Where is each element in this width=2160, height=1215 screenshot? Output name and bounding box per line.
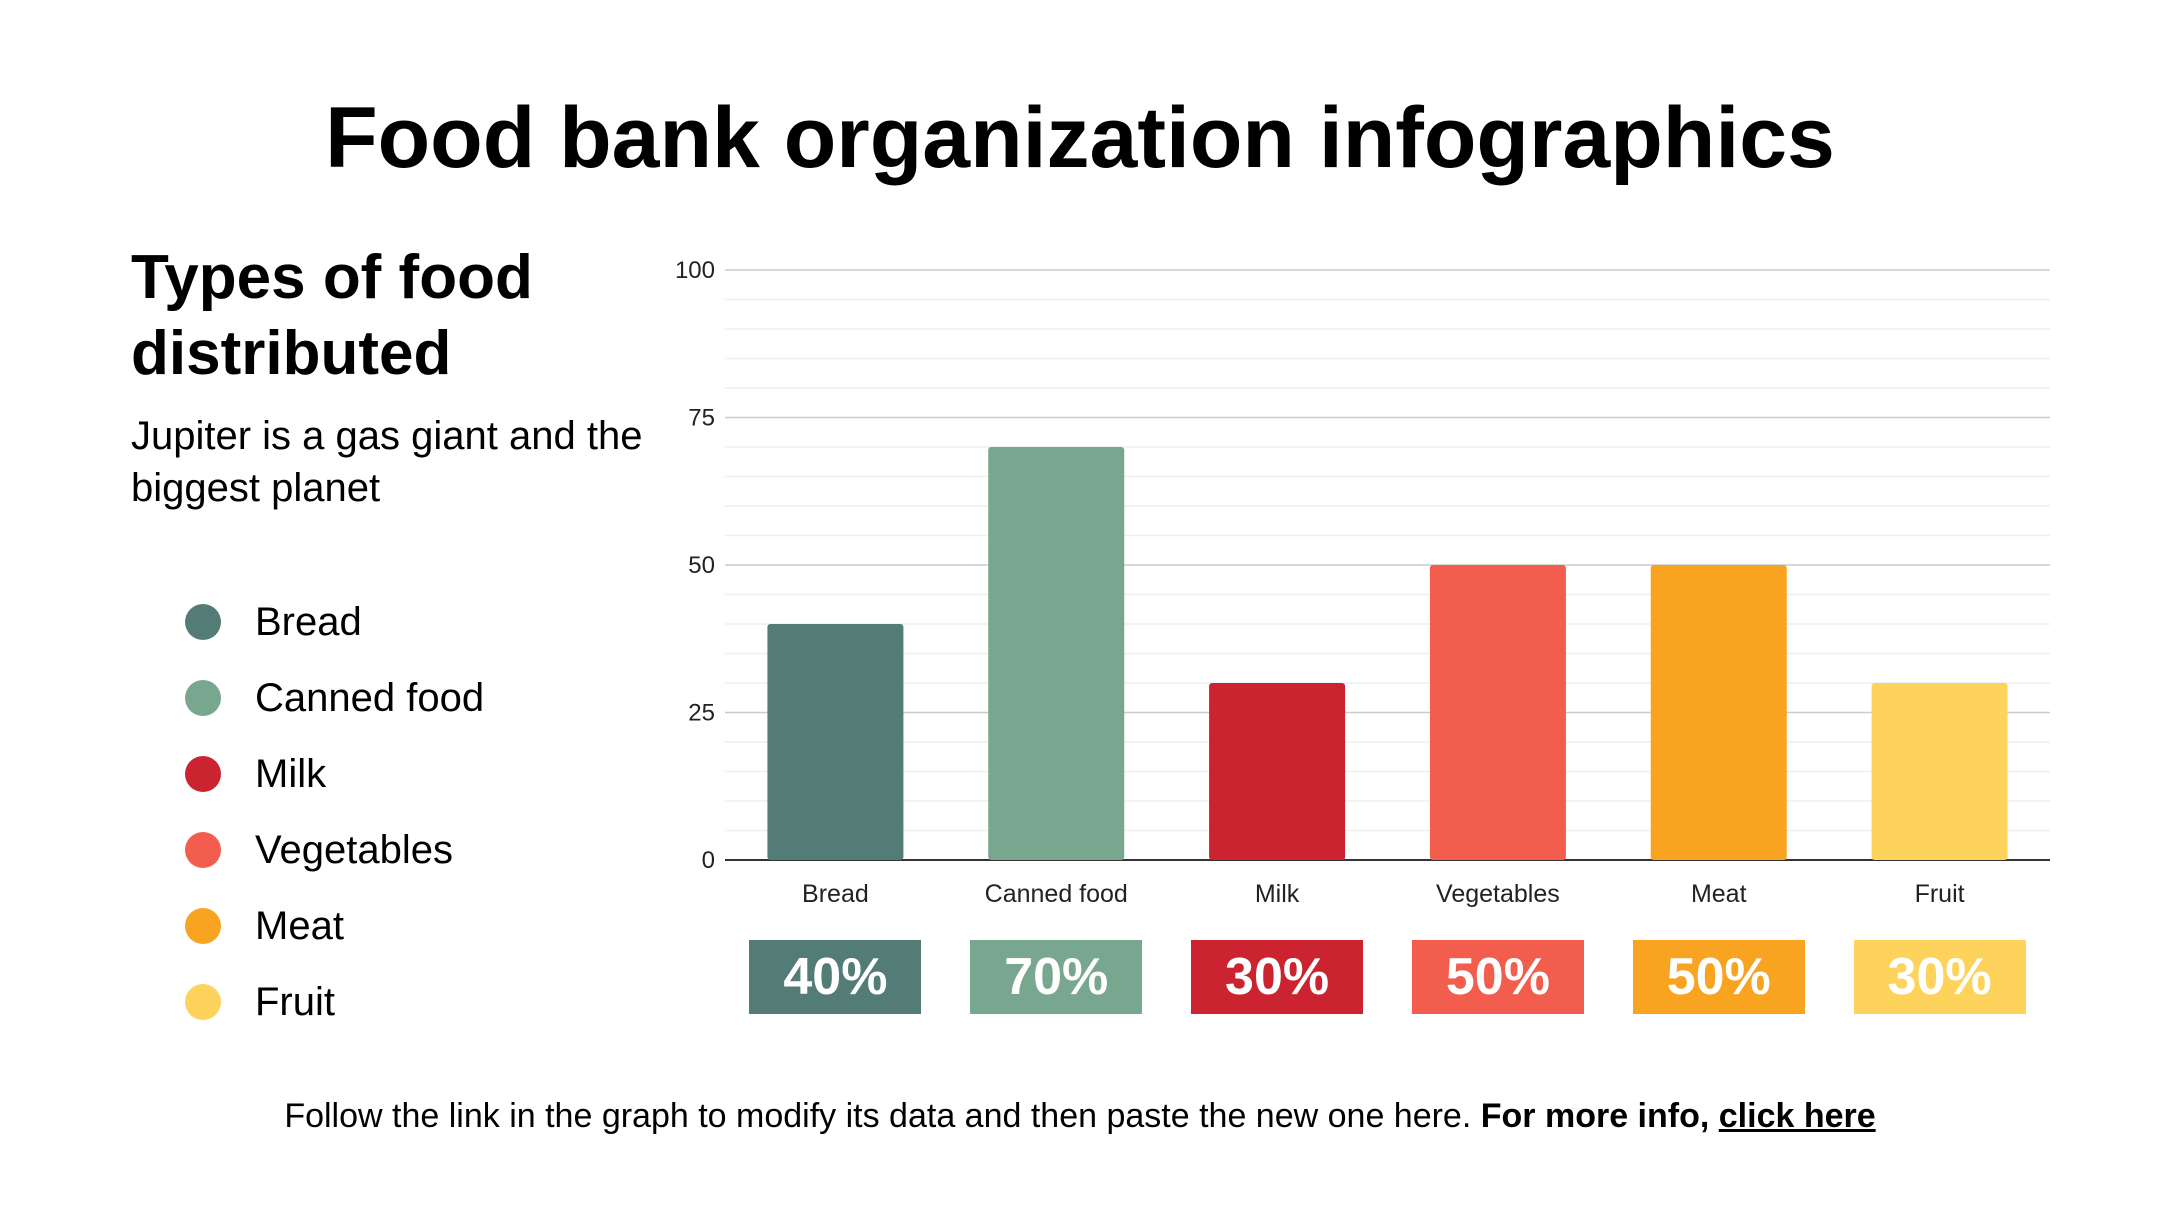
legend-item: Fruit <box>185 964 605 1040</box>
percent-label: 50% <box>1411 940 1584 1014</box>
legend-label: Bread <box>255 600 362 644</box>
section-description: Jupiter is a gas giant and the biggest p… <box>131 414 643 510</box>
page-title: Food bank organization infographics <box>325 90 1835 186</box>
x-tick-label: Canned food <box>985 880 1128 908</box>
x-tick-label: Vegetables <box>1436 880 1560 908</box>
x-tick-label: Milk <box>1255 880 1300 908</box>
bar[interactable] <box>767 624 904 860</box>
y-tick-label: 25 <box>688 700 715 727</box>
footer-note: Follow the link in the graph to modify i… <box>0 1094 2160 1138</box>
y-tick-label: 0 <box>702 847 715 874</box>
bar[interactable] <box>988 447 1125 860</box>
legend-label: Meat <box>255 904 344 948</box>
legend-label: Fruit <box>255 980 335 1024</box>
legend-item: Bread <box>185 584 605 660</box>
legend-item: Canned food <box>185 660 605 736</box>
bar[interactable] <box>1209 683 1346 860</box>
x-tick-label: Fruit <box>1915 880 1965 908</box>
bar[interactable] <box>1650 565 1787 860</box>
legend-swatch <box>185 832 221 868</box>
footer-text: Follow the link in the graph to modify i… <box>284 1097 1472 1135</box>
y-tick-label: 100 <box>675 257 715 284</box>
percent-label: 30% <box>1853 940 2026 1014</box>
bar-chart[interactable]: 0 25 50 75 100 Bread Canned food Milk Vegetables… <box>640 250 2060 910</box>
y-tick-label: 75 <box>688 405 715 432</box>
legend-item: Meat <box>185 888 605 964</box>
more-info-link[interactable]: click here <box>1718 1097 1876 1135</box>
chart-legend: Bread Canned food Milk Vegetables Meat F… <box>185 584 605 1040</box>
x-tick-label: Meat <box>1691 880 1747 908</box>
footer-bold-text: For more info, <box>1480 1097 1710 1135</box>
legend-item: Milk <box>185 736 605 812</box>
legend-swatch <box>185 604 221 640</box>
bar[interactable] <box>1429 565 1566 860</box>
y-tick-label: 50 <box>688 552 715 579</box>
legend-label: Canned food <box>255 676 485 720</box>
percent-label: 40% <box>749 940 922 1014</box>
legend-swatch <box>185 680 221 716</box>
bar[interactable] <box>1871 683 2008 860</box>
percent-label: 50% <box>1632 940 1805 1014</box>
percent-label: 70% <box>970 940 1143 1014</box>
section-heading: Types of food distributed <box>131 243 533 388</box>
legend-label: Vegetables <box>255 828 453 872</box>
x-tick-label: Bread <box>802 880 869 908</box>
legend-swatch <box>185 984 221 1020</box>
legend-item: Vegetables <box>185 812 605 888</box>
percent-label-row: 40% 70% 30% 50% 50% 30% <box>0 940 2160 1014</box>
legend-swatch <box>185 756 221 792</box>
legend-label: Milk <box>255 752 327 796</box>
legend-swatch <box>185 908 221 944</box>
percent-label: 30% <box>1191 940 1364 1014</box>
